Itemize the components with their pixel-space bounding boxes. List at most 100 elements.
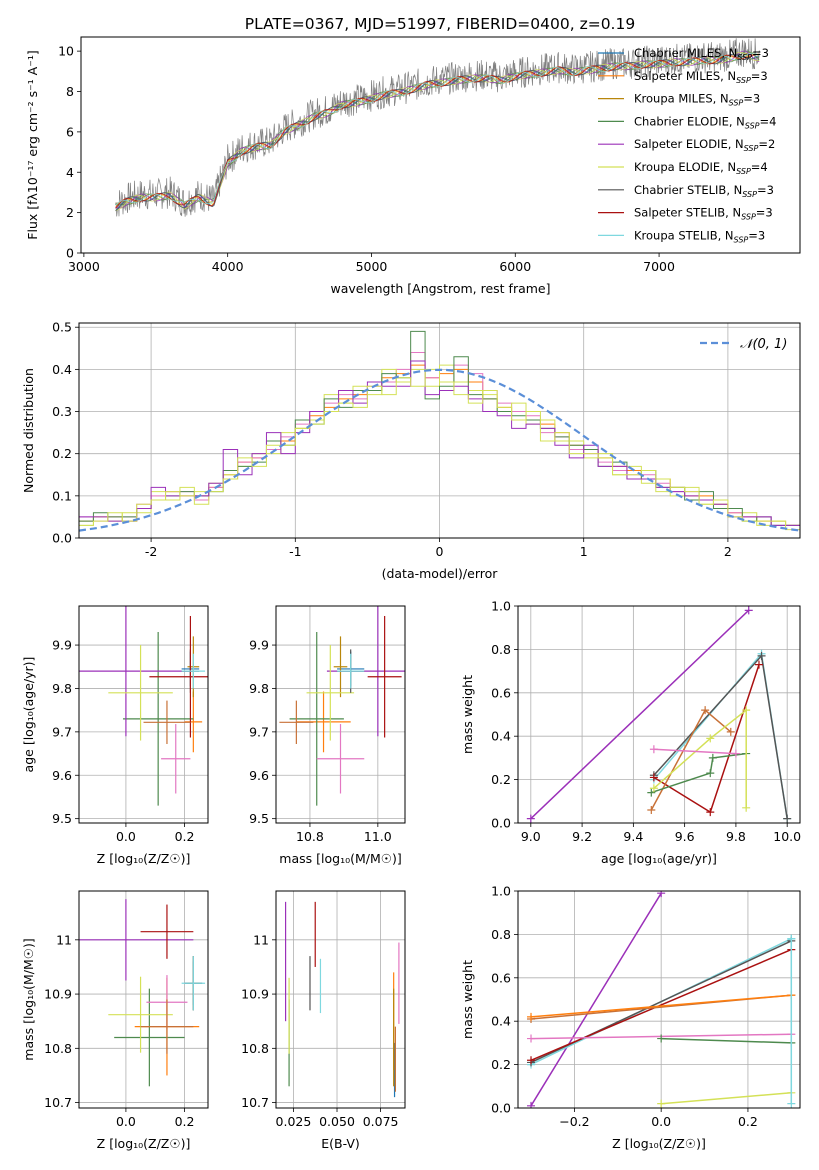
- weight-line: [653, 654, 788, 819]
- y-tick-label: 0.2: [491, 772, 511, 787]
- x-tick-label: 2: [724, 544, 732, 559]
- x-tick-label: −0.2: [559, 1114, 589, 1129]
- model-spectrum-chab_stel: [115, 53, 760, 212]
- x-tick-label: 3000: [68, 259, 100, 274]
- legend-label: Kroupa STELIB, NSSP=3: [634, 228, 765, 244]
- plot-area: [518, 606, 800, 823]
- weight-marker: [701, 706, 710, 715]
- weight-line: [661, 1037, 792, 1044]
- x-tick-label: 7000: [643, 259, 675, 274]
- y-tick-label: 9.9: [249, 638, 269, 653]
- y-tick-label: 9.7: [249, 724, 269, 739]
- x-tick-label: 0.2: [738, 1114, 758, 1129]
- x-tick-label: 0.075: [363, 1114, 399, 1129]
- axes-frame: [275, 890, 406, 1109]
- legend-label: Chabrier STELIB, NSSP=3: [634, 183, 774, 199]
- x-tick-label: 10.8: [296, 829, 324, 844]
- weight-marker: [649, 745, 658, 754]
- y-tick-label: 10.9: [44, 987, 72, 1002]
- weight-marker: [708, 753, 717, 762]
- legend-label: 𝒩(0, 1): [740, 337, 787, 352]
- weight-marker: [754, 660, 763, 669]
- legend-label: Kroupa MILES, NSSP=3: [634, 92, 760, 108]
- y-tick-label: 0.4: [491, 1014, 511, 1029]
- plot-area: [276, 891, 405, 1108]
- weight-marker: [783, 814, 792, 823]
- weight-marker: [657, 1034, 666, 1043]
- legend-label: Salpeter STELIB, NSSP=3: [634, 206, 773, 222]
- weight-marker: [706, 769, 715, 778]
- y-axis-label: mass [log₁₀(M/M☉)]: [21, 938, 36, 1060]
- y-tick-label: 9.8: [52, 681, 72, 696]
- weight-marker: [527, 1056, 536, 1065]
- y-tick-label: 10.8: [44, 1041, 72, 1056]
- legend-label: Kroupa ELODIE, NSSP=4: [634, 160, 768, 176]
- weight-marker: [706, 808, 715, 817]
- y-tick-label: 0: [66, 246, 74, 261]
- panel-age-vs-mass: [272, 605, 406, 827]
- x-tick-label: 0.2: [175, 1114, 195, 1129]
- y-axis-label: Flux [fλ10⁻¹⁷ erg cm⁻² s⁻¹ A⁻¹]: [25, 50, 40, 239]
- weight-marker: [731, 749, 740, 758]
- weight-marker: [649, 784, 658, 793]
- y-tick-label: 9.6: [249, 768, 269, 783]
- y-tick-label: 9.5: [52, 811, 72, 826]
- axes-frame: [80, 36, 801, 254]
- y-tick-label: 0.6: [491, 970, 511, 985]
- axes-frame: [517, 605, 801, 824]
- legend-label: Chabrier ELODIE, NSSP=4: [634, 114, 776, 130]
- y-tick-label: 0.0: [491, 816, 511, 831]
- axes-frame: [78, 890, 209, 1109]
- weight-marker: [742, 706, 751, 715]
- weight-line: [530, 994, 792, 1018]
- axes-frame: [78, 322, 801, 539]
- histogram-series-5: [79, 368, 800, 538]
- y-tick-label: 0.8: [491, 927, 511, 942]
- y-tick-label: 0.4: [491, 729, 511, 744]
- weight-line: [530, 948, 792, 1061]
- y-axis-label: mass weight: [460, 675, 475, 754]
- x-tick-label: 4000: [212, 259, 244, 274]
- weight-marker: [526, 814, 535, 823]
- x-axis-label: (data-model)/error: [382, 566, 499, 581]
- x-tick-label: 9.2: [572, 829, 592, 844]
- weight-marker: [787, 934, 796, 943]
- weight-marker: [527, 1101, 536, 1108]
- y-tick-label: 8: [66, 84, 74, 99]
- plot-area: [79, 891, 208, 1108]
- x-tick-label: 0.0: [651, 1114, 671, 1129]
- x-axis-label: Z [log₁₀(Z/Z☉)]: [612, 1136, 706, 1151]
- weight-line: [650, 709, 732, 811]
- y-tick-label: 10: [58, 44, 74, 59]
- axes-frame: [517, 890, 801, 1109]
- plot-area: [518, 891, 800, 1108]
- x-tick-label: 10.0: [773, 829, 801, 844]
- y-tick-label: 11: [56, 932, 72, 947]
- y-tick-label: 0.5: [52, 320, 72, 335]
- panel-age-vs-Z: [75, 605, 209, 827]
- y-tick-label: 10.7: [44, 1095, 72, 1110]
- panel-mass-vs-ebv: [272, 890, 406, 1112]
- weight-marker: [757, 651, 766, 660]
- model-spectrum-krou_stel: [115, 52, 760, 206]
- x-tick-label: 9.6: [675, 829, 695, 844]
- y-axis-label: age [log₁₀(age/yr)]: [21, 657, 36, 773]
- x-tick-label: -2: [145, 544, 157, 559]
- y-tick-label: 1.0: [491, 884, 511, 899]
- weight-marker: [744, 606, 753, 615]
- x-tick-label: 0.2: [175, 829, 195, 844]
- y-tick-label: 0.4: [52, 362, 72, 377]
- x-tick-label: 11.0: [364, 829, 392, 844]
- panel-mass-vs-Z: [75, 890, 209, 1112]
- y-tick-label: 9.8: [249, 681, 269, 696]
- x-axis-label: Z [log₁₀(Z/Z☉)]: [97, 1136, 191, 1151]
- weight-marker: [527, 1012, 536, 1021]
- plot-area: [276, 606, 405, 823]
- legend-label: Chabrier MILES, NSSP=3: [634, 46, 769, 62]
- x-tick-label: 9.8: [726, 829, 746, 844]
- weight-line: [530, 609, 750, 820]
- x-tick-label: 0.050: [319, 1114, 355, 1129]
- plot-area: [79, 606, 208, 823]
- weight-marker: [726, 727, 735, 736]
